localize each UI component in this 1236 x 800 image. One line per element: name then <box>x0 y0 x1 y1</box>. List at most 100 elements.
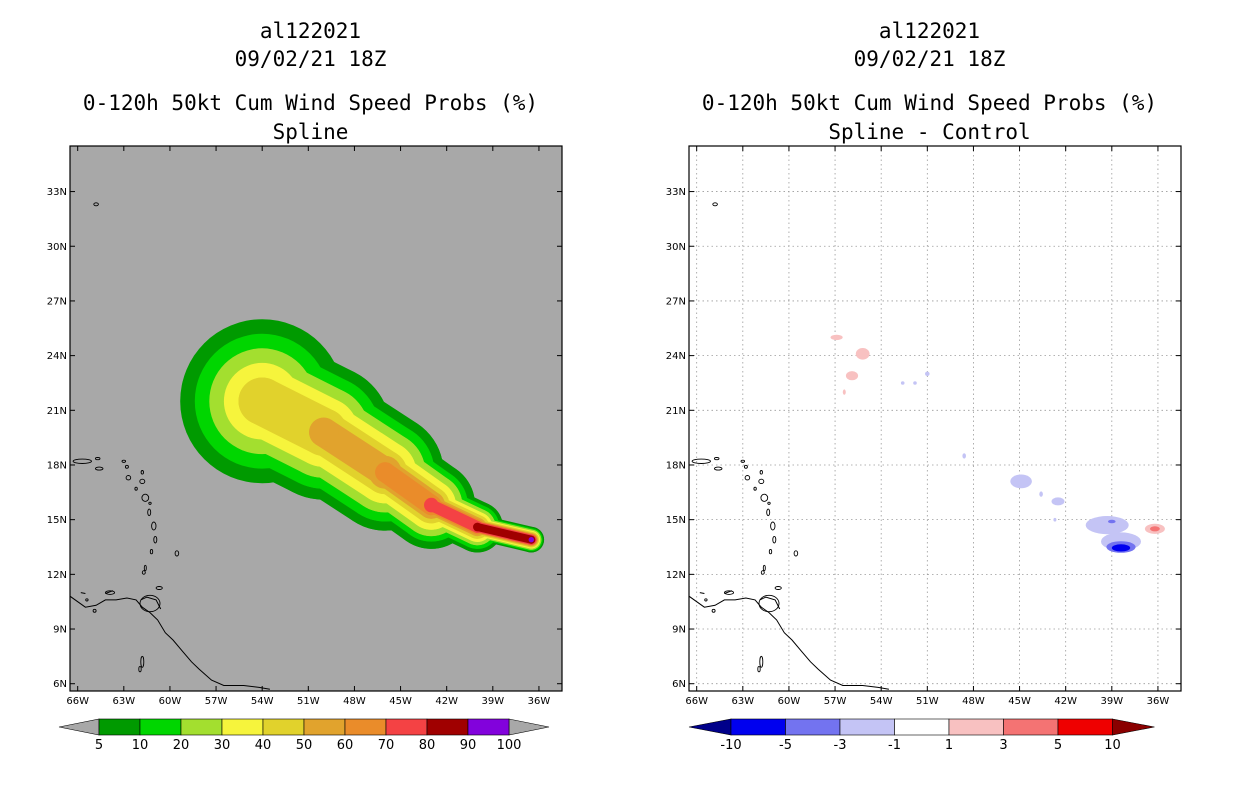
x-tick-label: 42W <box>1054 696 1077 707</box>
left-map-panel: 66W 63W 60W 57W 54W 51W 48W 45W 42W 39W 36W 6N 9N 12N… <box>47 145 563 707</box>
island-outline <box>174 550 180 557</box>
island-outline <box>72 458 92 464</box>
left-title-datetime: 09/02/21 18Z <box>234 47 387 71</box>
x-tick-label: 36W <box>1147 696 1170 707</box>
difference-contour-blob <box>1150 526 1160 532</box>
left-title-storm-id: al122021 <box>259 19 362 43</box>
x-tick-label: 66W <box>685 696 708 707</box>
island-outline <box>124 464 129 469</box>
colorbar-swatch <box>139 718 182 736</box>
island-outline <box>753 486 757 491</box>
colorbar-swatch <box>426 718 469 736</box>
difference-contour-blob <box>1010 474 1032 489</box>
colorbar-label: 1 <box>945 738 953 753</box>
island-outline <box>758 478 765 485</box>
island-outline <box>744 475 751 481</box>
left-title-main: 0-120h 50kt Cum Wind Speed Probs (%) <box>82 91 539 115</box>
island-outline <box>740 459 746 463</box>
x-tick-label: 63W <box>732 696 755 707</box>
x-tick-label: 63W <box>113 696 136 707</box>
y-tick-label: 15N <box>47 515 67 526</box>
island-outline <box>139 594 161 613</box>
island-outline <box>712 202 718 207</box>
island-outline <box>760 570 765 575</box>
island-outline <box>704 598 708 602</box>
difference-contour-blob <box>1108 519 1116 524</box>
island-outline <box>774 586 782 590</box>
coastline-segment <box>140 596 162 610</box>
swath-band-node <box>528 537 534 543</box>
swath-band-node <box>238 377 286 425</box>
island-outline <box>151 521 157 531</box>
colorbar-swatch <box>98 718 141 736</box>
coastline-segment <box>759 596 781 610</box>
x-tick-label: 45W <box>1008 696 1031 707</box>
island-outline <box>104 590 116 595</box>
coastline-segment <box>70 595 270 690</box>
island-outline <box>148 501 152 505</box>
island-outline <box>138 665 142 673</box>
difference-contour-blob <box>913 381 917 385</box>
y-tick-label: 9N <box>672 625 686 636</box>
difference-contour-blob <box>1051 497 1065 506</box>
colorbar-label: 20 <box>173 738 190 753</box>
colorbar-tip-left <box>58 718 100 736</box>
island-outline <box>766 508 771 517</box>
colorbar-swatch <box>467 718 510 736</box>
right-gridlines <box>689 146 1181 691</box>
right-axis-ticks: 66W 63W 60W 57W 54W 51W 48W 45W 42W 39W 36W 6N 9N 12N… <box>666 146 1181 707</box>
left-colorbar: 5 10 20 30 40 50 60 70 80 90 100 <box>58 718 550 753</box>
island-outline <box>139 478 146 485</box>
x-tick-label: 57W <box>205 696 228 707</box>
swath-band-segment <box>425 499 484 533</box>
island-outline <box>768 548 773 555</box>
colorbar-label: 3 <box>999 738 1007 753</box>
right-title-storm-id: al122021 <box>878 19 981 43</box>
x-tick-label: 60W <box>159 696 182 707</box>
colorbar-swatch <box>180 718 223 736</box>
x-tick-label: 54W <box>870 696 893 707</box>
colorbar-label: 40 <box>255 738 272 753</box>
island-outline <box>143 564 147 572</box>
island-outline <box>758 594 780 613</box>
difference-contour-blob <box>1085 516 1129 535</box>
difference-contour-blob <box>900 381 905 385</box>
x-tick-label: 48W <box>962 696 985 707</box>
probability-swath <box>180 319 545 553</box>
right-title-sub: Spline - Control <box>828 120 1031 144</box>
difference-contour-blob <box>842 389 846 395</box>
difference-contour-blob <box>962 453 966 459</box>
colorbar-label: 60 <box>337 738 354 753</box>
left-map-frame <box>69 145 563 692</box>
x-tick-label: 48W <box>343 696 366 707</box>
y-tick-label: 12N <box>666 570 686 581</box>
colorbar-label: -3 <box>834 738 847 753</box>
difference-contour-blob <box>1111 544 1131 552</box>
y-tick-label: 18N <box>666 460 686 471</box>
island-outline <box>141 493 150 502</box>
x-tick-label: 57W <box>824 696 847 707</box>
y-tick-label: 6N <box>53 679 67 690</box>
island-outline <box>762 564 766 572</box>
colorbar-tip-left <box>688 718 732 736</box>
colorbar-label: 10 <box>132 738 149 753</box>
swath-band-90 <box>528 537 534 543</box>
island-outline <box>759 470 763 475</box>
y-tick-label: 33N <box>666 187 686 198</box>
y-tick-label: 21N <box>666 406 686 417</box>
island-outline <box>121 459 127 463</box>
coastline-segment <box>80 592 86 594</box>
island-outline <box>691 458 711 464</box>
colorbar-swatch <box>344 718 387 736</box>
colorbar-swatch <box>262 718 305 736</box>
island-outline <box>723 590 735 595</box>
left-axis-ticks: 66W 63W 60W 57W 54W 51W 48W 45W 42W 39W 36W 6N 9N 12N… <box>47 146 562 707</box>
colorbar-swatch <box>839 718 895 736</box>
swath-band-node <box>309 417 339 447</box>
swath-band-node <box>473 522 482 532</box>
x-tick-label: 51W <box>916 696 939 707</box>
colorbar-swatch <box>948 718 1004 736</box>
right-title-main: 0-120h 50kt Cum Wind Speed Probs (%) <box>701 91 1158 115</box>
colorbar-swatch <box>730 718 786 736</box>
